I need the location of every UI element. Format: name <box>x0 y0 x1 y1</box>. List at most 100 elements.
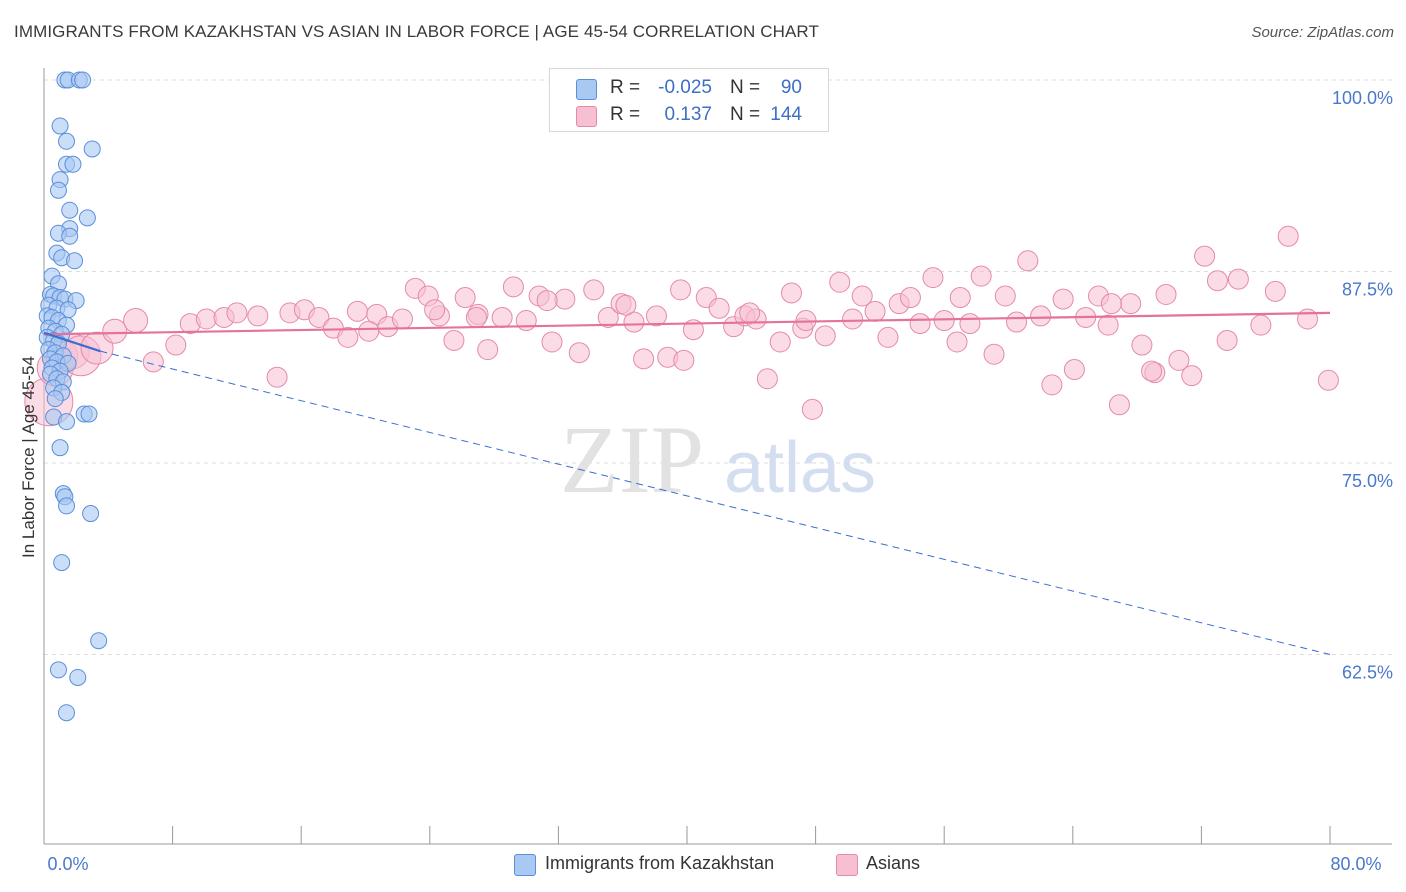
kazakhstan-point <box>74 71 92 89</box>
stats-row-kazakhstan: R = -0.025 N = 90 <box>550 75 828 101</box>
asians-point <box>583 279 605 301</box>
kazakhstan-points <box>38 71 108 722</box>
kazakhstan-point <box>58 497 76 515</box>
kazakhstan-point <box>61 201 79 219</box>
n-value: 90 <box>780 77 802 98</box>
kazakhstan-point <box>49 181 67 199</box>
asians-point <box>80 331 114 365</box>
legend-label-asians[interactable]: Asians <box>866 853 921 873</box>
asians-point <box>1030 305 1052 327</box>
kazakhstan-point <box>51 439 69 457</box>
asians-point <box>1006 311 1028 333</box>
asians-trend-line <box>43 311 1331 336</box>
asians-point <box>829 271 851 293</box>
asians-point <box>454 287 476 309</box>
asians-point <box>851 285 873 307</box>
asians-point <box>983 343 1005 365</box>
asians-point <box>465 306 487 328</box>
asians-point <box>1168 349 1190 371</box>
trend-lines <box>43 311 1331 655</box>
n-label: N = <box>730 77 761 98</box>
watermark: ZIP atlas <box>560 406 876 513</box>
legend-label-kazakhstan[interactable]: Immigrants from Kazakhstan <box>545 853 775 873</box>
asians-point <box>1052 288 1074 310</box>
asians-point <box>541 331 563 353</box>
correlation-stats-box: R = -0.025 N = 90 R = 0.137 N = 144 <box>549 68 829 132</box>
asians-point <box>515 310 537 332</box>
asians-point <box>502 276 524 298</box>
kazakhstan-point <box>66 252 84 270</box>
asians-point <box>864 300 886 322</box>
watermark-zip: ZIP <box>560 406 704 513</box>
asians-point <box>337 326 359 348</box>
kazakhstan-point <box>61 227 79 245</box>
kazakhstan-point <box>58 132 76 150</box>
kazakhstan-swatch <box>576 79 597 100</box>
y-axis-label: In Labor Force | Age 45-54 <box>19 356 38 558</box>
kazakhstan-point <box>53 554 71 572</box>
chart-source: Source: ZipAtlas.com <box>1251 24 1394 41</box>
stats-row-asians: R = 0.137 N = 144 <box>550 102 828 128</box>
asians-point <box>1194 245 1216 267</box>
asians-point <box>1041 374 1063 396</box>
asians-point <box>756 368 778 390</box>
legend-swatch-asians[interactable] <box>836 854 858 876</box>
asians-point <box>1017 250 1039 272</box>
asians-point <box>949 287 971 309</box>
asians-point <box>308 306 330 328</box>
kazakhstan-point <box>58 413 76 431</box>
asians-point <box>670 279 692 301</box>
asians-point <box>1141 360 1163 382</box>
asians-point <box>1296 308 1318 330</box>
asians-point <box>266 366 288 388</box>
kazakhstan-point <box>83 140 101 158</box>
asians-point <box>645 305 667 327</box>
asians-point <box>780 282 802 304</box>
asians-point <box>142 351 164 373</box>
legend-swatch-kazakhstan[interactable] <box>514 854 536 876</box>
asians-point <box>1097 314 1119 336</box>
kazakhstan-trend-dashed <box>100 350 1331 655</box>
asians-point <box>1100 293 1122 315</box>
asians-point <box>1250 314 1272 336</box>
asians-point <box>673 349 695 371</box>
kazakhstan-point <box>49 661 67 679</box>
kazakhstan-point <box>51 117 69 135</box>
gridlines <box>44 79 1392 655</box>
asians-point <box>899 287 921 309</box>
kazakhstan-point <box>64 155 82 173</box>
asians-point <box>970 265 992 287</box>
asians-point <box>682 319 704 341</box>
asians-point <box>623 311 645 333</box>
asians-point <box>1108 394 1130 416</box>
asians-points <box>24 225 1339 427</box>
asians-point <box>1155 283 1177 305</box>
asians-point <box>922 267 944 289</box>
asians-point <box>568 342 590 364</box>
asians-point <box>346 300 368 322</box>
asians-point <box>739 302 761 324</box>
asians-point <box>491 306 513 328</box>
asians-point <box>391 308 413 330</box>
r-label: R = <box>610 104 641 125</box>
asians-point <box>443 329 465 351</box>
asians-point <box>102 318 128 344</box>
asians-point <box>123 308 149 334</box>
asians-point <box>226 302 248 324</box>
r-value: 0.137 <box>664 104 712 125</box>
asians-point <box>1216 329 1238 351</box>
axes <box>43 68 1392 845</box>
legend: Immigrants from Kazakhstan Asians <box>0 851 1406 879</box>
x-tick-label-max: 80.0% <box>1330 854 1381 874</box>
asians-point <box>554 288 576 310</box>
asians-point <box>1131 334 1153 356</box>
asians-point <box>424 299 446 321</box>
kazakhstan-point <box>69 668 87 686</box>
asians-point <box>909 313 931 335</box>
asians-point <box>1264 280 1286 302</box>
kazakhstan-point <box>90 632 108 650</box>
asians-point <box>1181 365 1203 387</box>
asians-point <box>615 294 637 316</box>
asians-point <box>1277 225 1299 247</box>
